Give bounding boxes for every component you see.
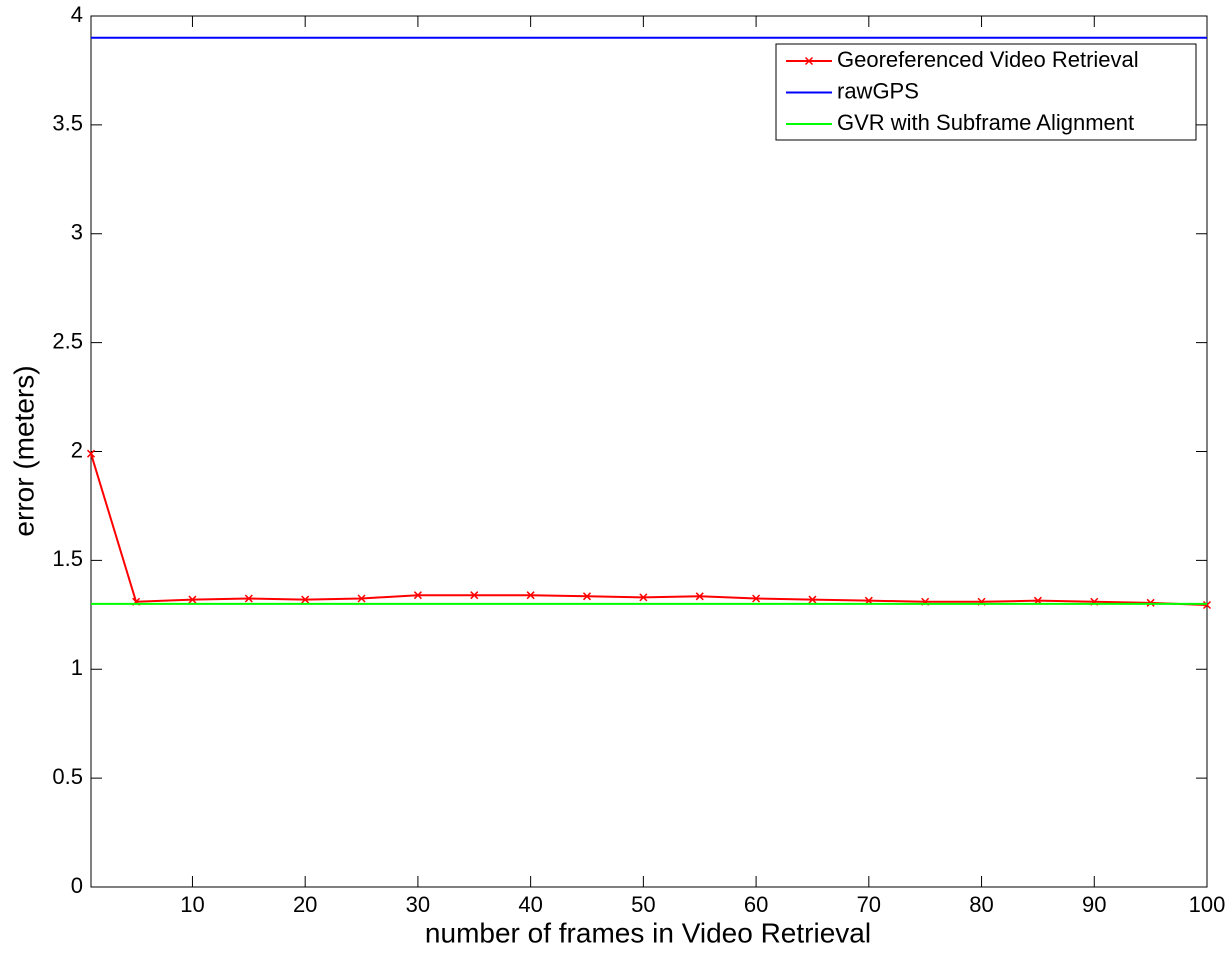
point-marker bbox=[301, 595, 310, 604]
x-tick-label: 30 bbox=[406, 892, 430, 917]
x-tick-label: 100 bbox=[1189, 892, 1226, 917]
x-axis-label: number of frames in Video Retrieval bbox=[425, 917, 871, 948]
y-tick-label: 1 bbox=[71, 655, 83, 680]
x-tick-label: 80 bbox=[969, 892, 993, 917]
x-tick-label: 70 bbox=[857, 892, 881, 917]
y-tick-label: 1.5 bbox=[52, 546, 83, 571]
point-marker bbox=[357, 594, 366, 603]
point-marker bbox=[639, 593, 648, 602]
y-tick-label: 4 bbox=[71, 2, 83, 27]
y-tick-label: 2.5 bbox=[52, 328, 83, 353]
y-tick-label: 2 bbox=[71, 437, 83, 462]
x-tick-label: 10 bbox=[180, 892, 204, 917]
point-marker bbox=[752, 594, 761, 603]
x-tick-label: 20 bbox=[293, 892, 317, 917]
y-axis-label: error (meters) bbox=[8, 365, 39, 536]
legend-label: Georeferenced Video Retrieval bbox=[837, 47, 1139, 72]
legend-box bbox=[775, 43, 1197, 141]
point-marker bbox=[582, 592, 592, 601]
point-marker bbox=[1146, 598, 1155, 607]
point-marker bbox=[244, 594, 253, 603]
point-marker bbox=[86, 449, 96, 458]
y-tick-label: 0.5 bbox=[52, 764, 83, 789]
series-line bbox=[90, 453, 1208, 607]
x-tick-label: 40 bbox=[518, 892, 542, 917]
legend-label: GVR with Subframe Alignment bbox=[837, 110, 1134, 135]
x-tick-label: 50 bbox=[631, 892, 655, 917]
point-marker bbox=[526, 591, 535, 600]
x-tick-label: 90 bbox=[1082, 892, 1106, 917]
y-tick-label: 3 bbox=[71, 220, 83, 245]
point-marker bbox=[695, 592, 704, 601]
point-marker bbox=[808, 595, 817, 604]
point-marker bbox=[470, 591, 479, 600]
point-marker bbox=[413, 591, 422, 600]
point-marker bbox=[1202, 600, 1212, 610]
plot-area bbox=[90, 15, 1208, 888]
x-tick-label: 60 bbox=[744, 892, 768, 917]
point-marker bbox=[188, 595, 197, 604]
legend-marker bbox=[804, 56, 814, 66]
y-tick-label: 3.5 bbox=[52, 111, 83, 136]
legend-label: rawGPS bbox=[837, 78, 919, 103]
y-tick-label: 0 bbox=[71, 873, 83, 898]
